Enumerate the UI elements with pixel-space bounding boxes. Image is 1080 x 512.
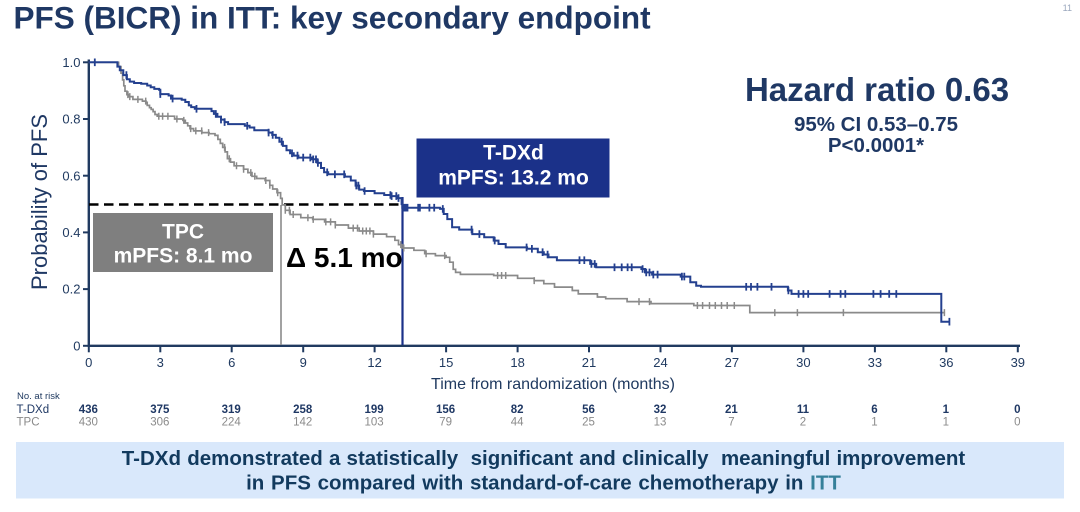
svg-text:0: 0	[1014, 417, 1020, 429]
svg-text:0: 0	[85, 355, 92, 370]
svg-text:2: 2	[800, 417, 806, 429]
svg-text:24: 24	[653, 355, 667, 370]
svg-text:0: 0	[73, 338, 80, 353]
svg-text:1: 1	[871, 417, 877, 429]
svg-text:PFS (BICR) in ITT: key seconda: PFS (BICR) in ITT: key secondary endpoin…	[14, 0, 652, 36]
svg-text:T-DXd: T-DXd	[483, 142, 544, 165]
svg-text:79: 79	[439, 417, 452, 429]
svg-text:in PFS compared with standard-: in PFS compared with standard-of-care ch…	[246, 472, 841, 495]
svg-text:21: 21	[725, 404, 738, 416]
svg-text:27: 27	[725, 355, 739, 370]
svg-text:1: 1	[943, 417, 949, 429]
svg-text:306: 306	[150, 417, 169, 429]
svg-text:12: 12	[367, 355, 381, 370]
svg-text:No. at risk: No. at risk	[17, 391, 60, 402]
svg-text:11: 11	[797, 404, 810, 416]
svg-text:7: 7	[728, 417, 734, 429]
svg-text:103: 103	[365, 417, 384, 429]
svg-text:430: 430	[79, 417, 98, 429]
svg-text:Δ 5.1 mo: Δ 5.1 mo	[286, 242, 403, 273]
svg-text:44: 44	[511, 417, 524, 429]
svg-text:mPFS: 8.1 mo: mPFS: 8.1 mo	[114, 245, 253, 268]
svg-text:36: 36	[939, 355, 953, 370]
svg-text:18: 18	[510, 355, 524, 370]
svg-text:TPC: TPC	[17, 417, 40, 429]
svg-text:T-DXd: T-DXd	[17, 404, 50, 416]
svg-text:33: 33	[868, 355, 882, 370]
svg-text:9: 9	[300, 355, 307, 370]
svg-text:1.0: 1.0	[62, 55, 80, 70]
svg-text:375: 375	[150, 404, 170, 416]
svg-text:436: 436	[79, 404, 98, 416]
svg-text:319: 319	[222, 404, 241, 416]
svg-text:Probability of PFS: Probability of PFS	[27, 114, 52, 290]
svg-text:P<0.0001*: P<0.0001*	[828, 134, 924, 157]
svg-text:25: 25	[582, 417, 595, 429]
svg-text:T-DXd demonstrated a statistic: T-DXd demonstrated a statistically signi…	[122, 447, 966, 470]
svg-text:258: 258	[293, 404, 313, 416]
svg-text:Hazard ratio 0.63: Hazard ratio 0.63	[745, 71, 1009, 108]
svg-text:32: 32	[654, 404, 667, 416]
svg-text:82: 82	[511, 404, 524, 416]
svg-text:0.6: 0.6	[62, 168, 80, 183]
svg-text:TPC: TPC	[162, 221, 204, 244]
svg-text:142: 142	[293, 417, 312, 429]
svg-text:13: 13	[654, 417, 667, 429]
svg-text:6: 6	[871, 404, 877, 416]
svg-text:0.4: 0.4	[62, 225, 80, 240]
svg-text:199: 199	[365, 404, 384, 416]
svg-text:156: 156	[436, 404, 455, 416]
svg-text:0.2: 0.2	[62, 282, 80, 297]
svg-text:56: 56	[582, 404, 595, 416]
svg-text:0: 0	[1014, 404, 1020, 416]
svg-text:1: 1	[943, 404, 950, 416]
svg-text:mPFS: 13.2 mo: mPFS: 13.2 mo	[438, 167, 589, 190]
svg-text:224: 224	[222, 417, 242, 429]
svg-text:15: 15	[439, 355, 453, 370]
svg-text:11: 11	[1063, 3, 1072, 13]
svg-text:21: 21	[582, 355, 596, 370]
svg-text:95% CI 0.53–0.75: 95% CI 0.53–0.75	[794, 113, 958, 136]
svg-text:3: 3	[157, 355, 164, 370]
svg-text:Time from randomization (month: Time from randomization (months)	[431, 376, 675, 393]
svg-text:6: 6	[228, 355, 235, 370]
svg-text:0.8: 0.8	[62, 112, 80, 127]
svg-text:30: 30	[796, 355, 810, 370]
svg-text:39: 39	[1011, 355, 1025, 370]
